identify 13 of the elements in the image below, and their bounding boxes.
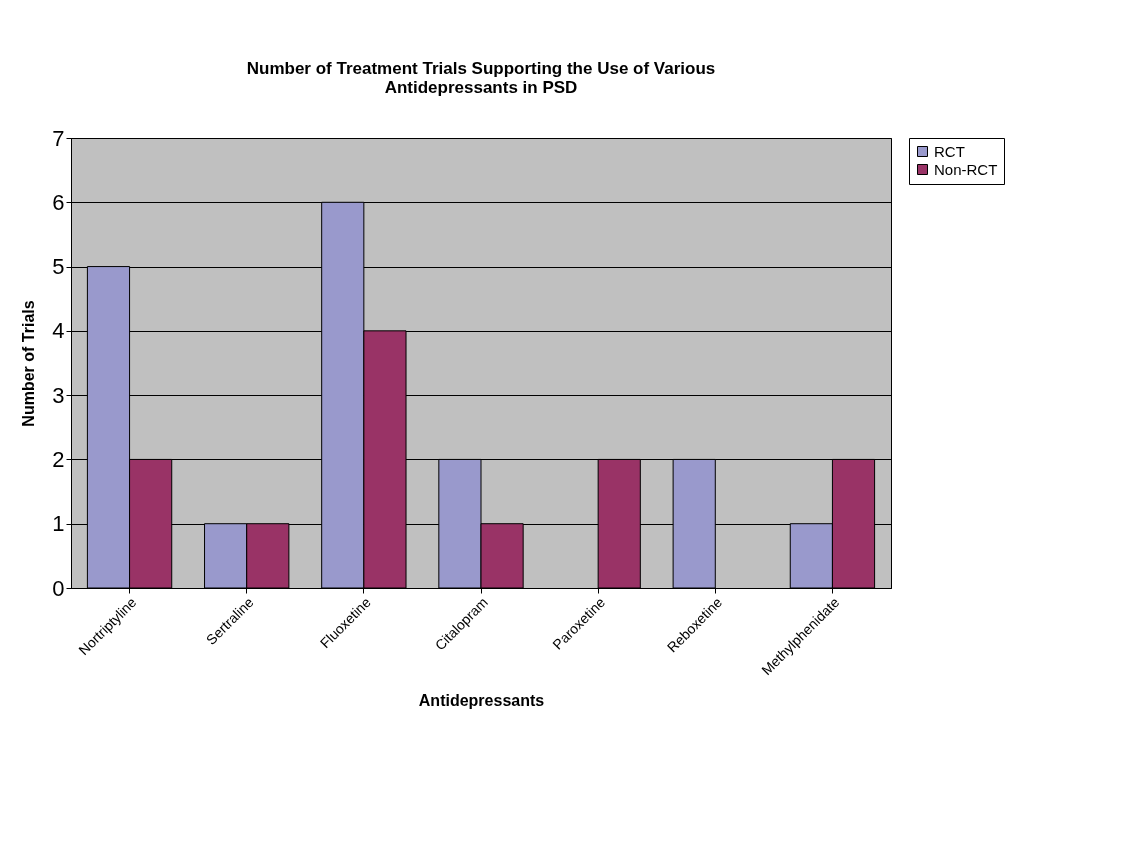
legend-label: Non-RCT bbox=[934, 160, 998, 178]
y-tick-label: 1 bbox=[52, 511, 65, 537]
legend-label: RCT bbox=[934, 142, 965, 160]
y-tick-label: 2 bbox=[52, 446, 65, 472]
y-tick-label: 3 bbox=[52, 382, 65, 408]
y-tick-label: 4 bbox=[52, 318, 65, 344]
y-tick-label: 0 bbox=[52, 575, 65, 601]
y-axis-title: Number of Trials bbox=[20, 300, 38, 427]
y-tick-label: 6 bbox=[52, 189, 65, 215]
x-axis-title: Antidepressants bbox=[418, 692, 545, 710]
y-tick-label: 5 bbox=[52, 254, 65, 280]
chart-title: Number of Treatment Trials Supporting the Use of Various Antidepressants in PSD bbox=[246, 59, 716, 97]
y-tick-label: 7 bbox=[52, 125, 65, 151]
